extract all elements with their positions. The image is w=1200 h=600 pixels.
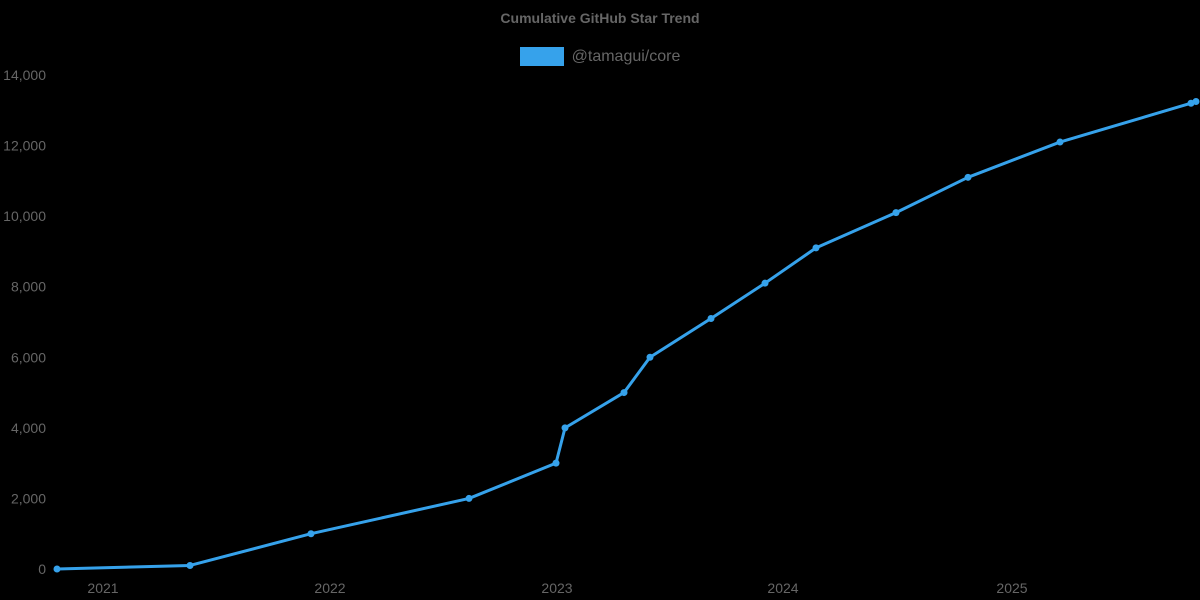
legend-swatch[interactable] [519,47,564,66]
data-point[interactable] [812,244,820,252]
x-tick-label: 2021 [87,580,118,596]
data-point[interactable] [561,424,569,432]
data-point[interactable] [761,279,769,287]
x-tick-label: 2024 [767,580,798,596]
data-point[interactable] [1192,97,1200,105]
x-tick-label: 2025 [996,580,1027,596]
data-point[interactable] [620,389,628,397]
y-tick-label: 6,000 [11,349,46,365]
y-tick-label: 0 [38,561,46,577]
data-point[interactable] [964,173,972,181]
y-tick-label: 12,000 [3,138,46,154]
y-axis: 0 2,000 4,000 6,000 8,000 10,000 12,000 14,000 [3,67,46,577]
data-point[interactable] [552,459,560,467]
legend-label[interactable]: @tamagui/core [571,47,681,65]
data-point[interactable] [465,494,473,502]
x-tick-label: 2022 [314,580,345,596]
x-tick-label: 2023 [541,580,572,596]
y-tick-label: 10,000 [3,208,46,224]
data-point[interactable] [53,565,61,573]
data-point[interactable] [307,530,315,538]
data-points [53,97,1200,573]
y-tick-label: 8,000 [11,279,46,295]
legend: @tamagui/core [0,47,1200,66]
series-line [56,100,1197,571]
x-axis: 2021 2022 2023 2024 2025 [87,580,1027,596]
data-point[interactable] [186,561,194,569]
data-point[interactable] [892,209,900,217]
data-point[interactable] [1056,138,1064,146]
chart-title: Cumulative GitHub Star Trend [500,10,700,26]
y-tick-label: 14,000 [3,67,46,83]
y-tick-label: 2,000 [11,490,46,506]
data-point[interactable] [707,314,715,322]
data-point[interactable] [646,353,654,361]
y-tick-label: 4,000 [11,420,46,436]
